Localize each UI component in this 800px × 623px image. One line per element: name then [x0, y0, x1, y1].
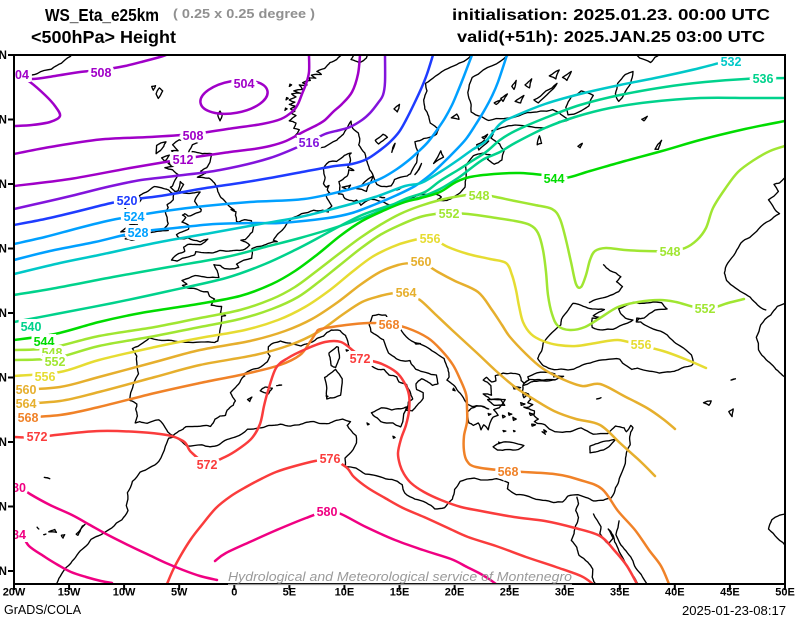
svg-text:45N: 45N — [0, 373, 7, 385]
svg-text:55N: 55N — [0, 244, 7, 256]
svg-text:20E: 20E — [445, 587, 465, 599]
svg-text:65N: 65N — [0, 115, 7, 127]
svg-text:60N: 60N — [0, 179, 7, 191]
svg-text:564: 564 — [16, 397, 37, 411]
svg-text:30E: 30E — [555, 587, 575, 599]
svg-text:568: 568 — [18, 411, 39, 425]
svg-text:valid(+51h): 2025.JAN.25 03:00: valid(+51h): 2025.JAN.25 03:00 UTC — [457, 29, 765, 46]
svg-text:520: 520 — [117, 194, 138, 208]
svg-text:30N: 30N — [0, 566, 7, 578]
svg-text:0: 0 — [231, 587, 237, 599]
svg-text:556: 556 — [420, 232, 441, 246]
svg-text:40N: 40N — [0, 437, 7, 449]
svg-text:528: 528 — [128, 226, 149, 240]
svg-text:504: 504 — [234, 77, 255, 91]
svg-text:25E: 25E — [500, 587, 520, 599]
svg-text:80: 80 — [12, 481, 26, 495]
svg-text:512: 512 — [173, 153, 194, 167]
svg-text:70N: 70N — [0, 50, 7, 62]
svg-text:572: 572 — [350, 352, 371, 366]
svg-text:524: 524 — [124, 210, 145, 224]
svg-text:568: 568 — [379, 318, 400, 332]
svg-text:508: 508 — [91, 66, 112, 80]
svg-text:<500hPa> Height: <500hPa> Height — [31, 27, 176, 47]
svg-text:15W: 15W — [58, 587, 81, 599]
svg-text:544: 544 — [34, 335, 55, 349]
svg-text:540: 540 — [21, 320, 42, 334]
svg-text:20W: 20W — [3, 587, 26, 599]
svg-text:40E: 40E — [665, 587, 685, 599]
svg-text:04: 04 — [15, 68, 29, 82]
svg-text:516: 516 — [299, 136, 320, 150]
svg-text:556: 556 — [631, 338, 652, 352]
svg-text:35N: 35N — [0, 502, 7, 514]
svg-text:576: 576 — [320, 452, 341, 466]
svg-text:50N: 50N — [0, 308, 7, 320]
svg-text:536: 536 — [753, 72, 774, 86]
svg-text:2025-01-23-08:17: 2025-01-23-08:17 — [682, 603, 786, 618]
svg-text:560: 560 — [411, 255, 432, 269]
svg-text:548: 548 — [469, 189, 490, 203]
svg-text:15E: 15E — [390, 587, 410, 599]
svg-text:WS_Eta_e25km: WS_Eta_e25km — [45, 5, 159, 25]
svg-text:552: 552 — [695, 302, 716, 316]
svg-text:568: 568 — [498, 465, 519, 479]
svg-text:552: 552 — [439, 207, 460, 221]
svg-text:50E: 50E — [775, 587, 795, 599]
svg-text:564: 564 — [396, 286, 417, 300]
svg-text:Hydrological and Meteorologica: Hydrological and Meteorological service … — [228, 569, 572, 584]
svg-text:10W: 10W — [113, 587, 136, 599]
svg-text:532: 532 — [721, 55, 742, 69]
svg-text:5E: 5E — [283, 587, 296, 599]
svg-text:572: 572 — [197, 458, 218, 472]
svg-text:initialisation: 2025.01.23.: initialisation: 2025.01.23. 00:00 UTC — [452, 7, 770, 24]
svg-text:560: 560 — [16, 383, 37, 397]
svg-text:84: 84 — [12, 528, 26, 542]
svg-text:544: 544 — [544, 172, 565, 186]
svg-text:45E: 45E — [720, 587, 740, 599]
svg-text:552: 552 — [45, 355, 66, 369]
svg-text:GrADS/COLA: GrADS/COLA — [4, 603, 82, 617]
svg-text:572: 572 — [27, 430, 48, 444]
svg-text:556: 556 — [35, 370, 56, 384]
svg-text:548: 548 — [660, 245, 681, 259]
svg-text:35E: 35E — [610, 587, 630, 599]
svg-text:580: 580 — [317, 505, 338, 519]
svg-text:10E: 10E — [335, 587, 355, 599]
svg-text:5W: 5W — [171, 587, 188, 599]
svg-text:508: 508 — [183, 129, 204, 143]
svg-text:( 0.25 x 0.25 degree ): ( 0.25 x 0.25 degree ) — [173, 7, 315, 21]
svg-text:548: 548 — [42, 346, 63, 360]
